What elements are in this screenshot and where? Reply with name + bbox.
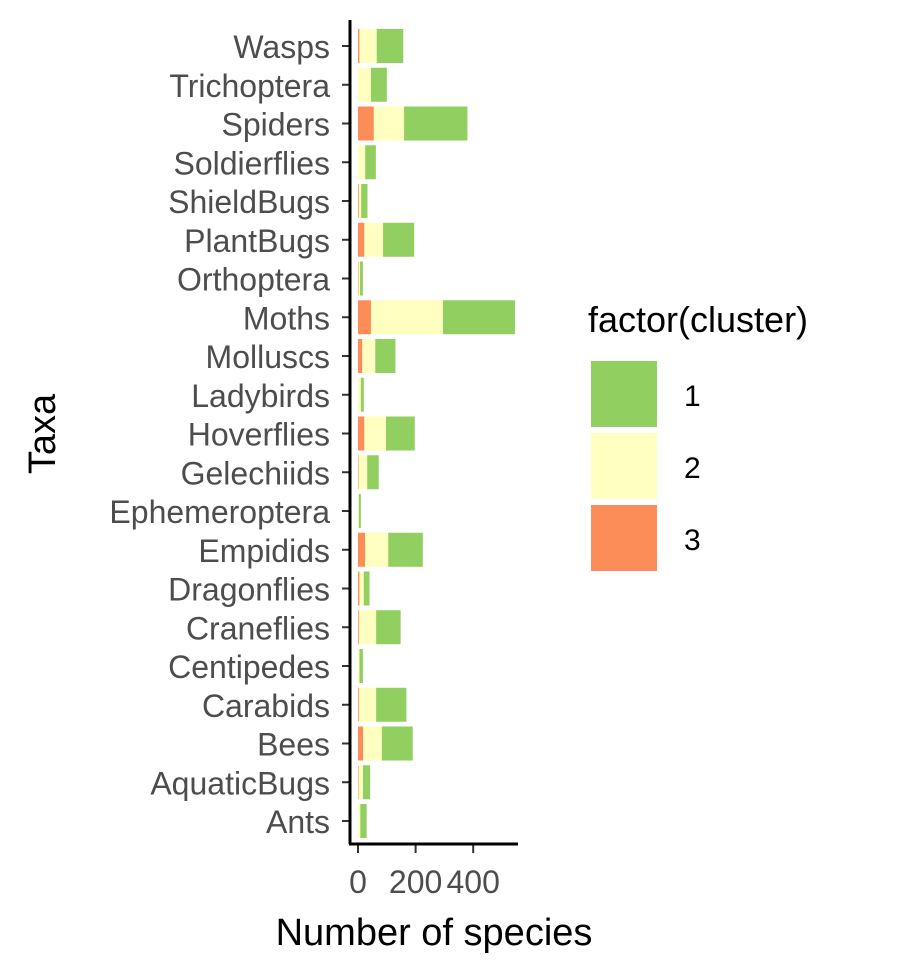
bar-empidids-cluster-2: [365, 532, 389, 567]
y-tick-label: Spiders: [222, 107, 331, 143]
bar-orthoptera-cluster-3: [358, 261, 359, 296]
bar-bees-cluster-2: [363, 726, 382, 761]
bar-trichoptera-cluster-1: [370, 67, 387, 102]
bar-molluscs-cluster-1: [375, 339, 396, 373]
bar-craneflies-cluster-1: [376, 610, 401, 645]
bar-gelechiids-cluster-3: [358, 455, 359, 490]
y-tick-labels: WaspsTrichopteraSpidersSoldierfliesShiel…: [109, 29, 350, 840]
y-tick-label: PlantBugs: [184, 223, 330, 259]
bar-craneflies-cluster-3: [358, 610, 359, 645]
y-tick-label: Soldierflies: [173, 145, 330, 181]
bar-bees-cluster-3: [358, 726, 364, 761]
bar-hoverflies-cluster-3: [358, 416, 365, 451]
bar-bees-cluster-1: [381, 726, 413, 761]
x-tick-label: 400: [447, 864, 500, 900]
bar-plantbugs-cluster-2: [364, 222, 384, 257]
x-axis-title: Number of species: [276, 912, 593, 954]
y-tick-label: Hoverflies: [188, 417, 330, 453]
y-axis-title: Taxa: [22, 393, 64, 474]
legend: 1 2 3: [591, 361, 701, 571]
bar-carabids-cluster-1: [376, 687, 407, 722]
bar-orthoptera-cluster-1: [360, 261, 363, 296]
legend-key-3: [591, 505, 657, 571]
legend-key-1: [591, 361, 657, 427]
y-tick-label: Ladybirds: [191, 378, 330, 414]
y-tick-label: Centipedes: [168, 649, 330, 685]
bar-ephemeroptera-cluster-2: [358, 494, 359, 528]
y-tick-label: Empidids: [198, 533, 330, 569]
bar-ladybirds-cluster-1: [360, 377, 364, 412]
bar-carabids-cluster-2: [358, 687, 377, 722]
bar-craneflies-cluster-2: [358, 610, 377, 645]
bar-spiders-cluster-3: [358, 106, 374, 141]
bar-moths-cluster-2: [370, 300, 443, 335]
y-tick-label: ShieldBugs: [168, 184, 330, 220]
bar-spiders-cluster-1: [404, 106, 468, 141]
y-tick-label: Carabids: [202, 688, 330, 724]
legend-key-2: [591, 433, 657, 499]
bar-moths-cluster-1: [442, 300, 515, 335]
x-tick-label: 200: [389, 864, 442, 900]
y-tick-label: Wasps: [233, 29, 330, 65]
y-tick-label: Dragonflies: [168, 572, 330, 608]
bar-hoverflies-cluster-2: [364, 416, 386, 451]
y-tick-label: Ephemeroptera: [109, 494, 330, 530]
bar-hoverflies-cluster-1: [385, 416, 415, 451]
bar-shieldbugs-cluster-1: [361, 184, 368, 218]
bar-spiders-cluster-2: [373, 106, 405, 141]
bar-gelechiids-cluster-1: [367, 455, 379, 490]
y-tick-label: Moths: [243, 300, 330, 336]
bar-ants-cluster-1: [360, 804, 367, 838]
bar-soldierflies-cluster-2: [358, 145, 366, 180]
bar-dragonflies-cluster-2: [359, 571, 364, 606]
legend-label: 3: [684, 524, 701, 557]
y-tick-label: Craneflies: [186, 610, 330, 646]
y-tick-label: Trichoptera: [169, 68, 330, 104]
bar-aquaticbugs-cluster-3: [358, 765, 359, 800]
bar-wasps-cluster-3: [358, 29, 360, 63]
bar-ephemeroptera-cluster-1: [358, 494, 361, 528]
bar-centipedes-cluster-2: [358, 649, 360, 683]
legend-label: 2: [684, 452, 701, 485]
bar-dragonflies-cluster-1: [363, 571, 370, 606]
y-tick-label: AquaticBugs: [150, 765, 330, 801]
y-tick-label: Ants: [266, 804, 330, 840]
bar-aquaticbugs-cluster-2: [358, 765, 363, 800]
bars-group: [358, 29, 515, 838]
y-tick-label: Molluscs: [206, 339, 330, 375]
bar-wasps-cluster-1: [376, 29, 404, 63]
bar-orthoptera-cluster-2: [358, 261, 361, 296]
bar-wasps-cluster-2: [359, 29, 377, 63]
bar-aquaticbugs-cluster-1: [362, 765, 371, 800]
bar-moths-cluster-3: [358, 300, 371, 335]
bar-empidids-cluster-3: [358, 532, 366, 567]
legend-title: factor(cluster): [588, 299, 808, 340]
bar-trichoptera-cluster-2: [358, 67, 371, 102]
bar-ladybirds-cluster-2: [358, 377, 361, 412]
bar-carabids-cluster-3: [358, 687, 359, 722]
legend-label: 1: [684, 380, 701, 413]
bar-plantbugs-cluster-3: [358, 222, 365, 257]
bar-molluscs-cluster-2: [362, 339, 376, 373]
bar-centipedes-cluster-1: [359, 649, 363, 683]
x-ticks: 0 200 400: [349, 845, 500, 900]
bar-molluscs-cluster-3: [358, 339, 363, 373]
y-tick-label: Gelechiids: [181, 455, 330, 491]
x-tick-label: 0: [349, 864, 367, 900]
bar-gelechiids-cluster-2: [358, 455, 368, 490]
bar-plantbugs-cluster-1: [383, 222, 415, 257]
bar-shieldbugs-cluster-3: [358, 184, 359, 218]
bar-soldierflies-cluster-1: [365, 145, 376, 180]
bar-empidids-cluster-1: [388, 532, 423, 567]
bar-shieldbugs-cluster-2: [358, 184, 362, 218]
bar-ants-cluster-2: [358, 804, 361, 838]
y-tick-label: Orthoptera: [177, 262, 330, 298]
y-tick-label: Bees: [257, 727, 330, 763]
bar-dragonflies-cluster-3: [358, 571, 360, 606]
